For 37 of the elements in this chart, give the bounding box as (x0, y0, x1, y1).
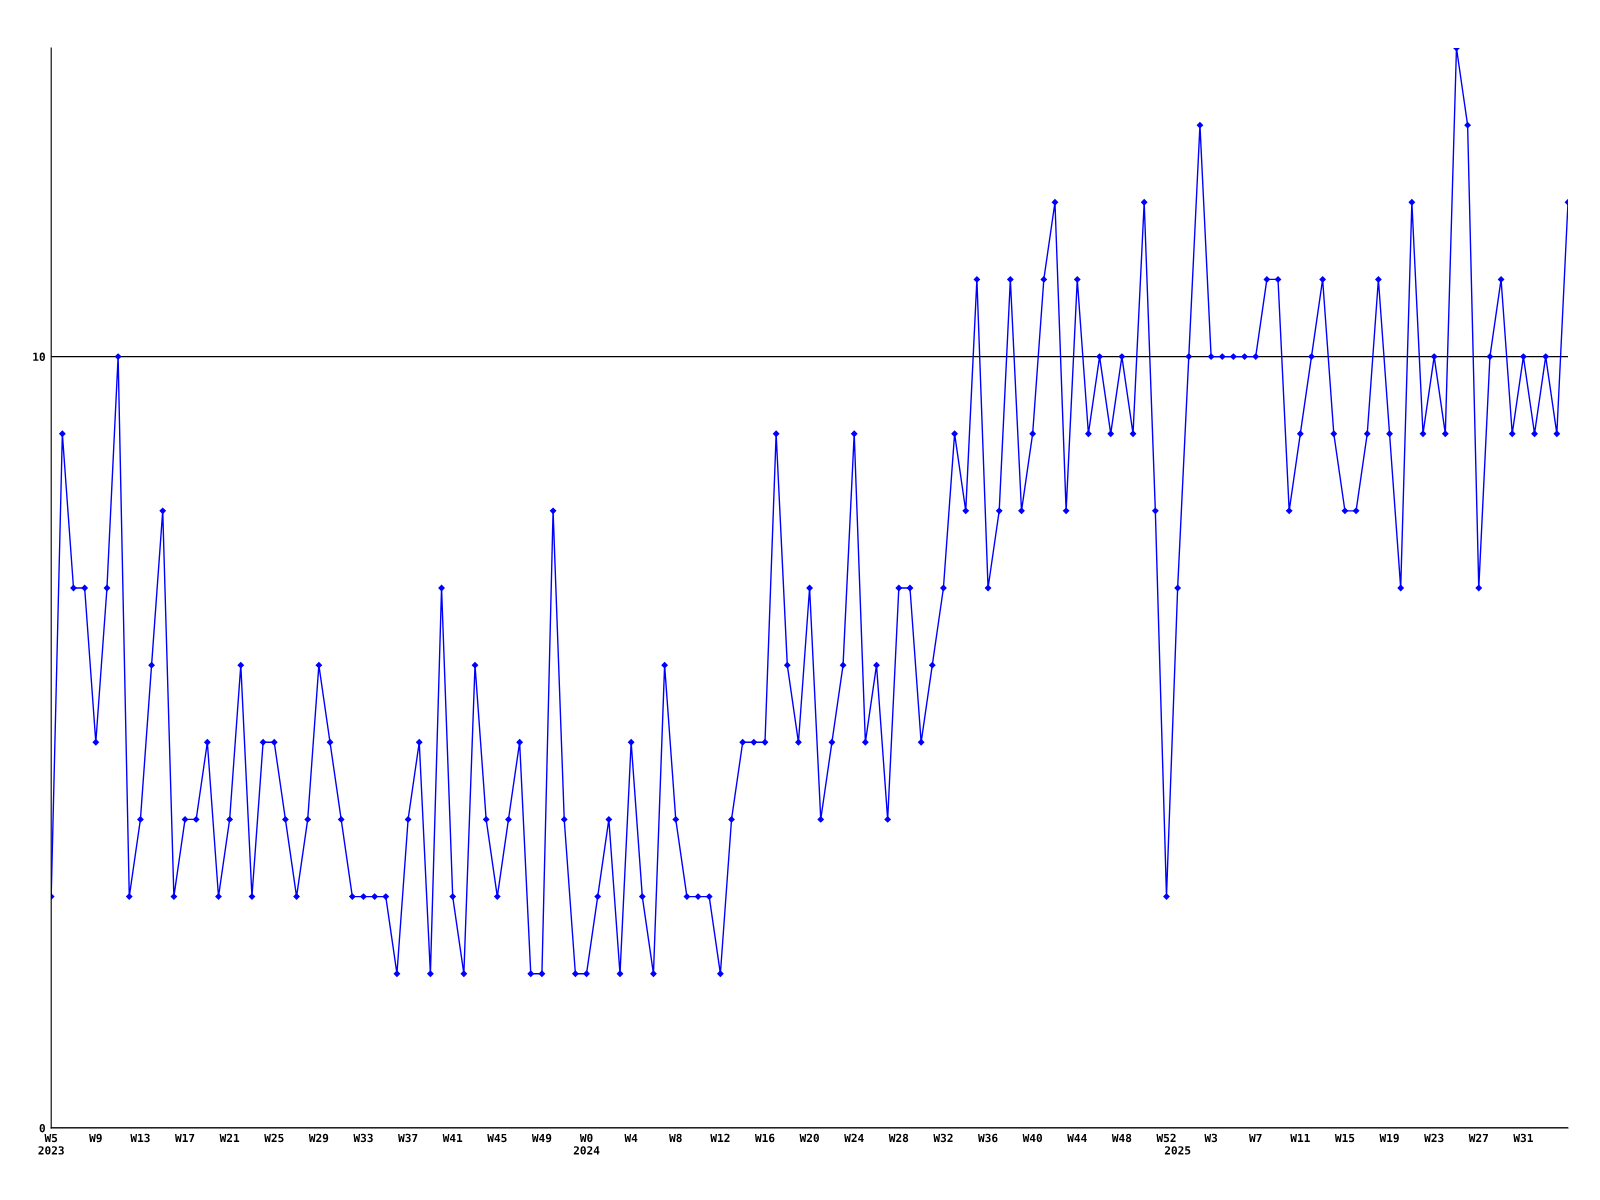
y-tick-label: 10 (33, 352, 45, 361)
x-tick-label: W32 (933, 1133, 953, 1143)
x-tick-label: W49 (531, 1133, 552, 1143)
x-tick-label: 2025 (1164, 1146, 1191, 1155)
x-tick-label: W11 (1290, 1133, 1310, 1142)
x-tick-label: W15 (1334, 1133, 1355, 1143)
x-tick-label: W28 (888, 1133, 909, 1143)
x-tick-label: W7 (1249, 1133, 1262, 1142)
x-tick-label: W52 (1156, 1133, 1176, 1143)
x-tick-label: W16 (754, 1133, 775, 1143)
x-tick-label: W5 2023 (38, 1133, 64, 1155)
x-tick-label: W19 (1379, 1133, 1399, 1143)
x-tick-label: W9 (89, 1133, 102, 1143)
x-tick-label: W13 (130, 1133, 150, 1143)
x-tick-label: W37 (398, 1133, 418, 1143)
x-tick-label: W8 (669, 1133, 682, 1143)
x-tick-label: W33 (353, 1133, 373, 1143)
x-tick-label: W17 (175, 1133, 195, 1142)
x-tick-label: W44 (1067, 1133, 1087, 1142)
x-tick-label: W41 (442, 1133, 463, 1142)
x-tick-label: W36 (978, 1133, 998, 1143)
y-tick-label: 0 (39, 1123, 45, 1133)
x-tick-label: W31 (1513, 1133, 1533, 1143)
x-tick-label: W4 (624, 1133, 638, 1142)
x-tick-label: W48 (1111, 1133, 1132, 1143)
x-tick-label: W20 (799, 1133, 819, 1143)
x-tick-label: W29 (308, 1133, 329, 1143)
x-tick-label: W25 (264, 1133, 284, 1143)
x-tick-label: W40 (1022, 1133, 1043, 1143)
x-tick-label: W23 (1424, 1133, 1444, 1143)
x-tick-label: W24 (844, 1133, 864, 1142)
x-tick-label: W0 2024 (573, 1133, 600, 1155)
x-tick-label: W3 (1204, 1133, 1218, 1143)
x-tick-label: W27 (1468, 1133, 1488, 1142)
x-tick-label: W45 (487, 1133, 507, 1143)
x-tick-label: W12 (710, 1133, 730, 1142)
x-tick-label: W21 (219, 1133, 240, 1142)
